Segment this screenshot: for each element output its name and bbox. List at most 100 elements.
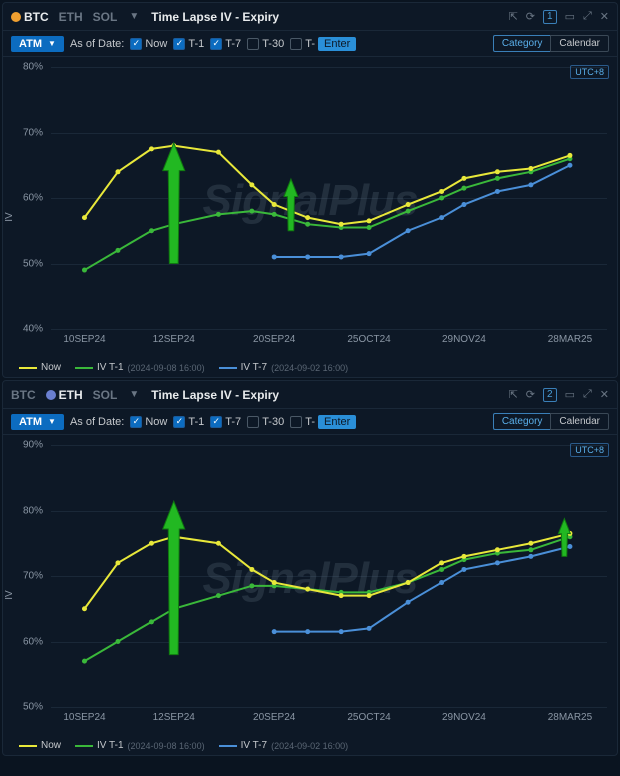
check-now[interactable]: ✓Now	[130, 416, 167, 428]
toggle-category[interactable]: Category	[493, 35, 551, 52]
up-arrow-icon	[163, 143, 185, 264]
x-tick: 28MAR25	[548, 334, 592, 345]
y-tick: 80%	[23, 505, 43, 516]
win-control-icon[interactable]: ▭	[565, 10, 575, 23]
check-t-30[interactable]: T-30	[247, 416, 284, 428]
y-tick: 50%	[23, 702, 43, 713]
plot-svg	[51, 445, 609, 707]
checkbox-icon	[247, 416, 259, 428]
legend-item: IV T-1(2024-09-08 16:00)	[75, 362, 205, 373]
asset-tab-label: SOL	[93, 10, 118, 24]
up-arrow-icon	[163, 501, 185, 654]
check-t-[interactable]: T-Enter	[290, 415, 356, 429]
panel-header: BTCETHSOL▼Time Lapse IV - Expiry⇱⟳1▭⤢✕	[3, 3, 617, 31]
checkbox-icon: ✓	[130, 38, 142, 50]
y-tick: 70%	[23, 127, 43, 138]
check-label: T-	[305, 416, 315, 428]
check-t-7[interactable]: ✓T-7	[210, 38, 241, 50]
x-tick: 12SEP24	[153, 712, 195, 723]
y-tick: 70%	[23, 571, 43, 582]
x-tick: 20SEP24	[253, 712, 295, 723]
win-control-icon[interactable]: ⟳	[526, 388, 535, 401]
toggle-category[interactable]: Category	[493, 413, 551, 430]
legend-line-icon	[75, 745, 93, 747]
y-tick: 80%	[23, 62, 43, 73]
chart-area: IV40%50%60%70%80%10SEP2412SEP2420SEP2425…	[3, 57, 617, 377]
x-tick: 28MAR25	[548, 712, 592, 723]
legend-line-icon	[219, 367, 237, 369]
check-label: Now	[145, 416, 167, 428]
y-tick: 60%	[23, 193, 43, 204]
x-tick: 12SEP24	[153, 334, 195, 345]
legend-label: IV T-1	[97, 740, 124, 751]
toggle-calendar[interactable]: Calendar	[550, 35, 609, 52]
panel-number[interactable]: 1	[543, 10, 557, 24]
chart-area: IV50%60%70%80%90%10SEP2412SEP2420SEP2425…	[3, 435, 617, 755]
atm-dropdown[interactable]: ATM▼	[11, 36, 64, 52]
chevron-down-icon: ▼	[48, 417, 56, 426]
asset-tab-label: ETH	[59, 388, 83, 402]
toolbar: ATM▼As of Date:✓Now✓T-1✓T-7T-30T-EnterCa…	[3, 409, 617, 435]
asset-tab-btc[interactable]: BTC	[11, 388, 36, 402]
asset-tab-btc[interactable]: BTC	[11, 10, 49, 24]
checkbox-icon	[290, 38, 302, 50]
asset-tab-sol[interactable]: SOL	[93, 388, 118, 402]
panel-number[interactable]: 2	[543, 388, 557, 402]
legend-label: Now	[41, 362, 61, 373]
check-t-1[interactable]: ✓T-1	[173, 38, 204, 50]
win-control-icon[interactable]: ✕	[600, 388, 609, 401]
chevron-down-icon[interactable]: ▼	[129, 11, 139, 22]
asset-tab-label: ETH	[59, 10, 83, 24]
legend: Now IV T-1(2024-09-08 16:00) IV T-7(2024-0…	[19, 362, 348, 373]
view-toggle: CategoryCalendar	[493, 413, 609, 430]
y-axis-label: IV	[4, 590, 15, 599]
asset-tab-label: BTC	[11, 388, 36, 402]
chart-panel: BTCETHSOL▼Time Lapse IV - Expiry⇱⟳2▭⤢✕AT…	[2, 380, 618, 756]
x-tick: 10SEP24	[63, 712, 105, 723]
checkbox-icon	[290, 416, 302, 428]
asset-tab-sol[interactable]: SOL	[93, 10, 118, 24]
up-arrow-icon	[284, 179, 298, 231]
win-control-icon[interactable]: ⇱	[509, 10, 518, 23]
check-t-7[interactable]: ✓T-7	[210, 416, 241, 428]
asset-tab-eth[interactable]: ETH	[46, 388, 83, 402]
legend: NowIV T-1(2024-09-08 16:00)IV T-7(2024-0…	[19, 740, 348, 751]
asset-dot-icon	[46, 390, 56, 400]
asset-tabs: BTC ETH SOL ▼	[11, 10, 139, 24]
check-label: T-30	[262, 416, 284, 428]
legend-item: Now	[19, 362, 61, 373]
check-highlight[interactable]: Enter	[318, 37, 356, 51]
legend-item: IV T-7(2024-09-02 16:00)	[219, 362, 349, 373]
y-tick: 40%	[23, 324, 43, 335]
check-t-1[interactable]: ✓T-1	[173, 416, 204, 428]
checkbox-icon: ✓	[210, 38, 222, 50]
checkbox-icon: ✓	[173, 416, 185, 428]
asset-tabs: BTC ETH SOL ▼	[11, 388, 139, 402]
win-control-icon[interactable]: ▭	[565, 388, 575, 401]
atm-dropdown[interactable]: ATM▼	[11, 414, 64, 430]
win-control-icon[interactable]: ⤢	[583, 10, 592, 23]
toggle-calendar[interactable]: Calendar	[550, 413, 609, 430]
asset-tab-eth[interactable]: ETH	[59, 10, 83, 24]
gridline	[51, 329, 607, 330]
legend-sublabel: (2024-09-02 16:00)	[271, 363, 348, 373]
win-control-icon[interactable]: ✕	[600, 10, 609, 23]
check-t-30[interactable]: T-30	[247, 38, 284, 50]
checkbox-icon: ✓	[130, 416, 142, 428]
chevron-down-icon: ▼	[48, 39, 56, 48]
x-tick: 29NOV24	[442, 334, 486, 345]
win-control-icon[interactable]: ⤢	[583, 388, 592, 401]
x-tick: 25OCT24	[347, 712, 390, 723]
chevron-down-icon[interactable]: ▼	[129, 389, 139, 400]
x-tick: 10SEP24	[63, 334, 105, 345]
legend-sublabel: (2024-09-08 16:00)	[128, 363, 205, 373]
check-t-[interactable]: T-Enter	[290, 37, 356, 51]
legend-line-icon	[219, 745, 237, 747]
win-control-icon[interactable]: ⇱	[509, 388, 518, 401]
check-now[interactable]: ✓Now	[130, 38, 167, 50]
check-label: T-	[305, 38, 315, 50]
win-control-icon[interactable]: ⟳	[526, 10, 535, 23]
legend-line-icon	[19, 745, 37, 747]
check-highlight[interactable]: Enter	[318, 415, 356, 429]
legend-label: IV T-7	[241, 740, 268, 751]
